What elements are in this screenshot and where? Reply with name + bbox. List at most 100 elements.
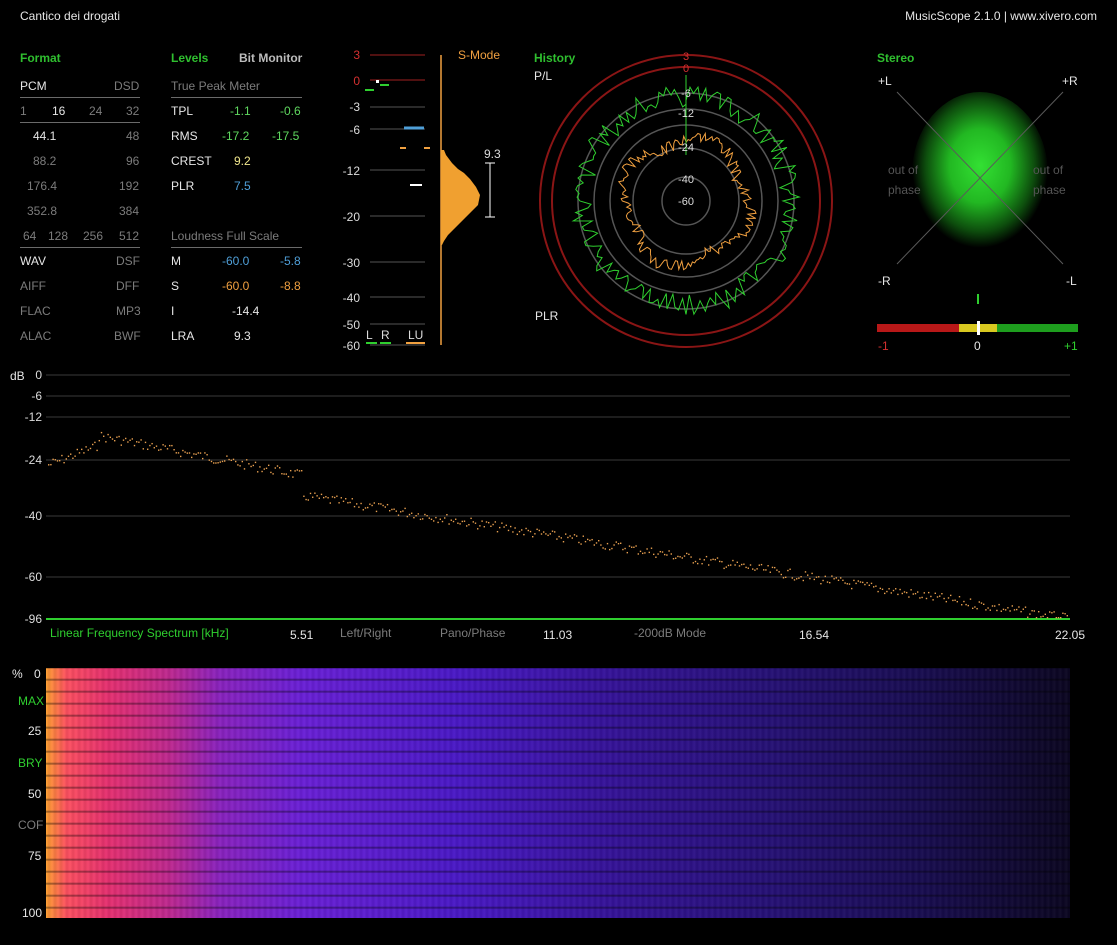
lra-label: LRA	[171, 329, 195, 343]
container-dsf: DSF	[116, 254, 140, 268]
stereo-plus-l: +L	[878, 74, 892, 88]
ring-label-3: 3	[683, 51, 689, 63]
meter-scale-m40: -40	[343, 291, 361, 305]
window-title: Cantico dei drogati	[20, 9, 121, 23]
ring-label-m6: -6	[681, 88, 691, 100]
container-aiff: AIFF	[20, 279, 46, 293]
freq-tick-5: 5.51	[290, 628, 314, 642]
momentary-a: -60.0	[222, 254, 250, 268]
dsd-rate-256: 256	[83, 229, 104, 243]
loudness-title: Loudness Full Scale	[171, 229, 280, 243]
bit-depth-32: 32	[126, 104, 140, 118]
correlation-bar	[877, 321, 1078, 335]
rms-right: -17.5	[272, 129, 300, 143]
correlation-indicator	[977, 294, 979, 304]
container-wav: WAV	[20, 254, 46, 268]
history-heading: History	[534, 51, 576, 65]
correlation-plus-one: +1	[1064, 339, 1078, 353]
out-of-phase-left-1: out of	[888, 163, 919, 177]
stereo-minus-r: -R	[878, 274, 891, 288]
meter-scale-m3: -3	[349, 100, 360, 114]
db-tick: -6	[31, 389, 42, 403]
minus200db-button[interactable]: -200dB Mode	[634, 626, 707, 640]
history-plr-label: PLR	[535, 309, 559, 323]
db-tick: 0	[35, 368, 42, 382]
ring-label-m60: -60	[678, 196, 694, 208]
rate-pcm-2: 176.4	[27, 179, 58, 193]
bit-monitor-tab[interactable]: Bit Monitor	[239, 51, 303, 65]
rate-dsd-2: 192	[119, 179, 140, 193]
short-term-a: -60.0	[222, 279, 250, 293]
db-tick: -12	[25, 410, 43, 424]
spectrogram-tick-0: 0	[34, 667, 41, 681]
marker-bry[interactable]: BRY	[18, 756, 43, 770]
spectrum-caption: Linear Frequency Spectrum [kHz]	[50, 626, 229, 640]
momentary-b: -5.8	[280, 254, 301, 268]
meter-scale-0: 0	[353, 74, 360, 88]
meter-scale-m20: -20	[343, 210, 361, 224]
container-mp3: MP3	[116, 304, 141, 318]
marker-cof[interactable]: COF	[18, 818, 44, 832]
spectrogram-tick-75: 75	[28, 849, 42, 863]
rms-label: RMS	[171, 129, 198, 143]
crest-label: CREST	[171, 154, 212, 168]
bit-depth-24: 24	[89, 104, 103, 118]
meter-channel-l: L	[366, 328, 373, 342]
level-meter: 3 0 -3 -6 -12 -20 -30 -40 -50 -60 9.3 S-…	[343, 48, 501, 353]
db-tick: -60	[25, 570, 43, 584]
meter-channel-lu: LU	[408, 328, 423, 342]
container-bwf: BWF	[114, 329, 141, 343]
meter-scale-m12: -12	[343, 164, 361, 178]
spectrogram-pct-label: %	[12, 667, 23, 681]
db-tick: -96	[25, 612, 43, 626]
correlation-minus-one: -1	[878, 339, 889, 353]
bit-depth-16: 16	[52, 104, 66, 118]
rate-dsd-1: 96	[126, 154, 140, 168]
plr-label: PLR	[171, 179, 195, 193]
db-tick: -24	[25, 453, 43, 467]
ring-label-m12: -12	[678, 108, 694, 120]
true-peak-title: True Peak Meter	[171, 79, 260, 93]
app-info: MusicScope 2.1.0 | www.xivero.com	[905, 9, 1097, 23]
out-of-phase-right-2: phase	[1033, 183, 1066, 197]
bit-depth-1: 1	[20, 104, 27, 118]
lra-value: 9.3	[234, 329, 251, 343]
dsd-rate-64: 64	[23, 229, 37, 243]
rate-dsd-0: 48	[126, 129, 140, 143]
marker-max[interactable]: MAX	[18, 694, 45, 708]
pcm-label[interactable]: PCM	[20, 79, 47, 93]
container-flac: FLAC	[20, 304, 51, 318]
out-of-phase-left-2: phase	[888, 183, 921, 197]
container-dff: DFF	[116, 279, 140, 293]
integrated-label: I	[171, 304, 175, 318]
ring-label-0: 0	[683, 63, 689, 75]
pano-phase-button[interactable]: Pano/Phase	[440, 626, 506, 640]
spectrogram-tick-25: 25	[28, 724, 42, 738]
freq-tick-22: 22.05	[1055, 628, 1086, 642]
left-right-button[interactable]: Left/Right	[340, 626, 392, 640]
tpl-label: TPL	[171, 104, 194, 118]
meter-scale-m30: -30	[343, 256, 361, 270]
goniometer: out of phase out of phase	[888, 91, 1066, 265]
dsd-rate-128: 128	[48, 229, 69, 243]
dsd-label[interactable]: DSD	[114, 79, 140, 93]
crest-value: 9.2	[234, 154, 251, 168]
short-term-label: S	[171, 279, 180, 293]
plr-value: 7.5	[234, 179, 251, 193]
stereo-heading: Stereo	[877, 51, 915, 65]
tpl-right: -0.6	[280, 104, 301, 118]
rate-pcm-0: 44.1	[33, 129, 57, 143]
s-mode-button[interactable]: S-Mode	[458, 48, 500, 62]
container-alac: ALAC	[20, 329, 52, 343]
spectrum-db-label: dB	[10, 369, 25, 383]
spectrogram	[46, 668, 1070, 918]
rms-left: -17.2	[222, 129, 250, 143]
short-term-b: -8.8	[280, 279, 301, 293]
meter-channel-r: R	[381, 328, 390, 342]
db-tick: -40	[25, 509, 43, 523]
rate-dsd-3: 384	[119, 204, 140, 218]
correlation-zero: 0	[974, 339, 981, 353]
freq-tick-11: 11.03	[543, 628, 573, 642]
spectrogram-tick-100: 100	[22, 906, 43, 920]
lra-bracket-value: 9.3	[484, 147, 501, 161]
